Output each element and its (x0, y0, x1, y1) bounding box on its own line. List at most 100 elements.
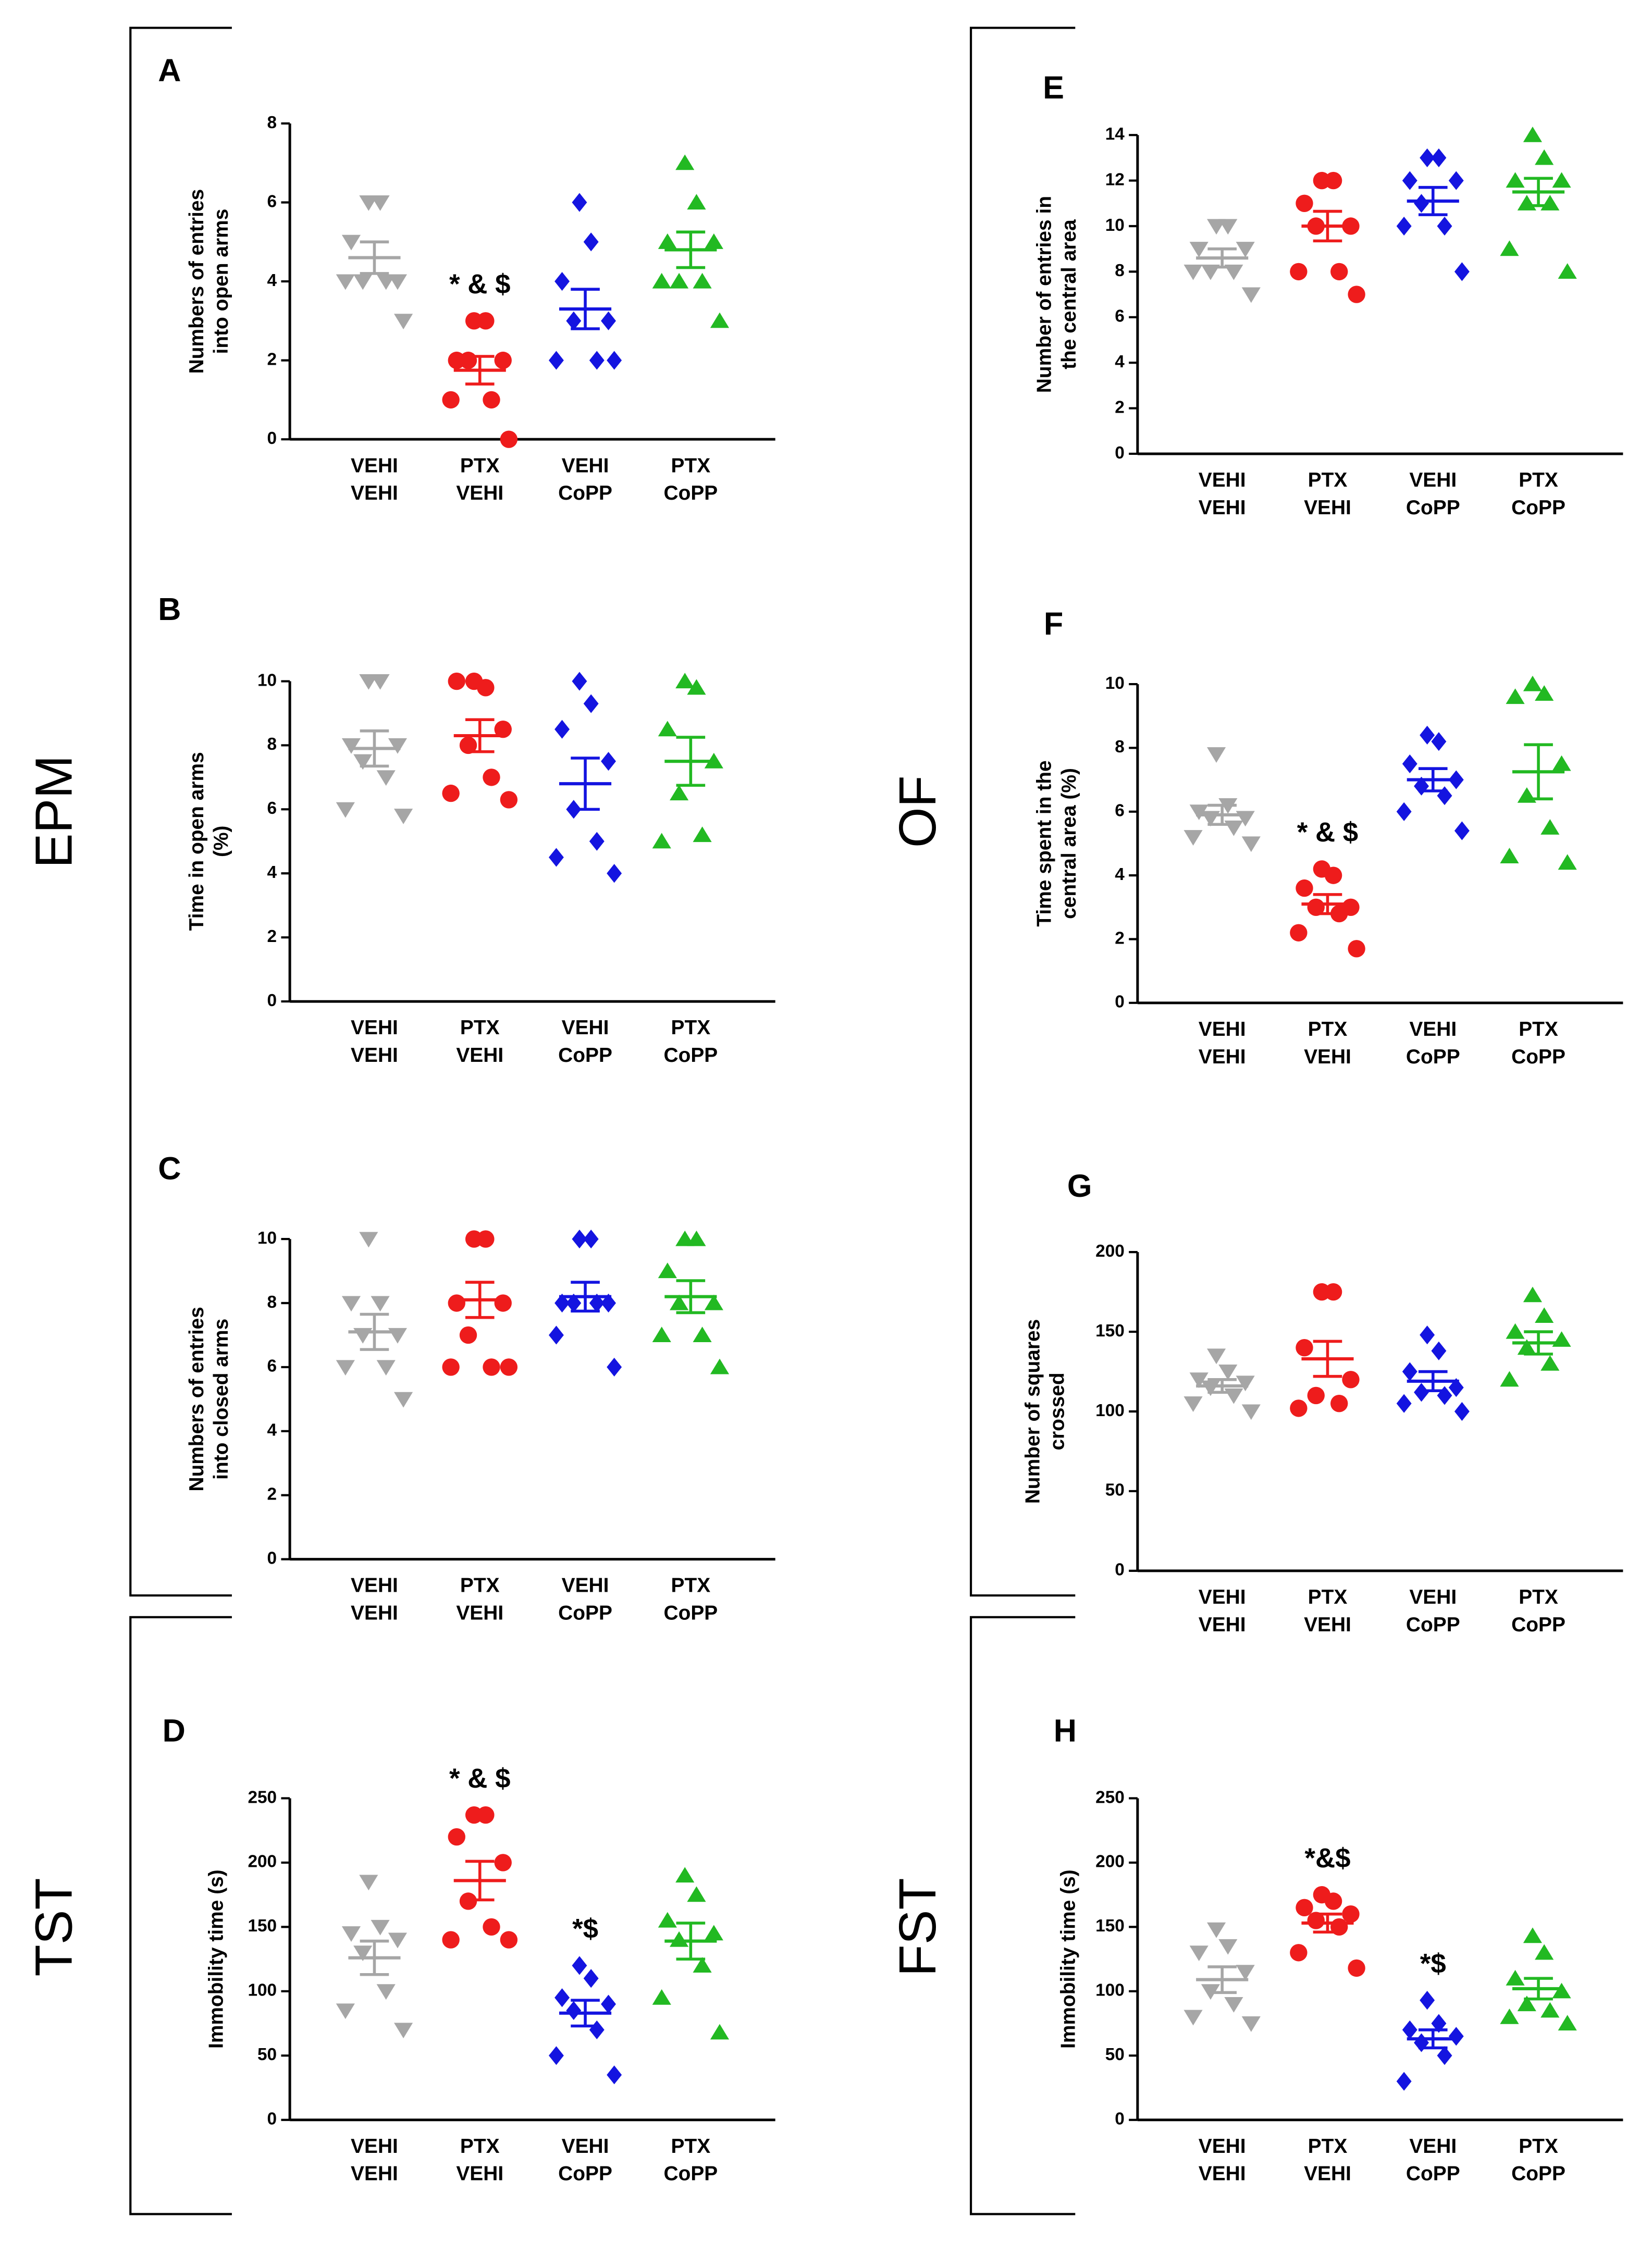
data-point (1348, 286, 1365, 303)
chart: C 0 2 4 6 8 10 Numbers of entries into closed ar… (158, 1151, 775, 1625)
data-point (1224, 1997, 1243, 2013)
data-point (500, 430, 518, 448)
x-tick-label: PTX (671, 2135, 711, 2158)
data-point (1324, 1892, 1342, 1910)
x-tick-label: PTX (1519, 1586, 1558, 1608)
y-axis-label: crossed (1046, 1372, 1069, 1450)
data-point (1183, 264, 1203, 280)
data-point (394, 2023, 413, 2039)
data-point (376, 274, 396, 290)
x-tick-label: VEHI (351, 1017, 398, 1039)
brackets (129, 27, 1076, 2215)
data-point (1206, 1348, 1226, 1365)
y-tick-label: 10 (1105, 674, 1125, 693)
data-point (459, 1326, 477, 1344)
y-tick-label: 100 (1095, 1401, 1125, 1420)
y-axis-label: into open arms (210, 209, 232, 354)
y-tick-label: 0 (267, 1548, 277, 1568)
bracket (969, 27, 1076, 1597)
section-label: OF (889, 775, 947, 848)
data-point (566, 311, 582, 330)
data-point (710, 2024, 730, 2040)
y-axis-label: Immobility time (s) (205, 1869, 227, 2049)
x-tick-label: VEHI (1199, 469, 1246, 491)
data-point (1558, 263, 1577, 279)
data-point (583, 1969, 599, 1988)
data-point (483, 1358, 500, 1376)
x-tick-label: VEHI (1409, 2135, 1457, 2158)
data-point (359, 1232, 378, 1248)
data-point (658, 1262, 677, 1279)
x-tick-label: PTX (1308, 1018, 1348, 1040)
data-point (566, 2001, 582, 2020)
data-point (658, 1912, 677, 1928)
data-point (442, 1358, 460, 1376)
data-point (675, 154, 695, 170)
panel-letter: H (1054, 1713, 1077, 1748)
data-point (1448, 171, 1464, 190)
data-point (1517, 1339, 1536, 1355)
panel-letter: F (1044, 606, 1063, 641)
y-tick-label: 50 (257, 2045, 277, 2064)
x-tick-label: VEHI (1304, 2163, 1351, 2185)
data-point (704, 1925, 723, 1941)
data-point (1330, 1395, 1348, 1412)
data-point (1189, 1372, 1209, 1389)
x-tick-label: PTX (1308, 2135, 1348, 2158)
data-point (675, 673, 695, 689)
data-point (1402, 2020, 1417, 2039)
y-tick-label: 200 (248, 1852, 277, 1872)
data-point (459, 736, 477, 754)
panel-letter: G (1067, 1168, 1092, 1204)
data-point (494, 1294, 512, 1312)
y-tick-label: 8 (1115, 737, 1125, 757)
data-point (336, 274, 355, 290)
data-point (1552, 172, 1571, 188)
annotation: * & $ (449, 1763, 510, 1794)
x-tick-label: PTX (1308, 1586, 1348, 1608)
data-point (1342, 1371, 1360, 1389)
data-point (601, 752, 617, 771)
chart: F 0 2 4 6 8 10 Time spent in the central area (%… (1033, 606, 1623, 1068)
data-point (710, 312, 730, 328)
data-point (1454, 1402, 1470, 1421)
data-point (1241, 836, 1261, 852)
x-tick-label: CoPP (1406, 1046, 1460, 1068)
data-point (1523, 126, 1543, 142)
data-point (1500, 240, 1519, 256)
data-point (376, 770, 396, 786)
data-point (500, 1358, 518, 1376)
data-point (1540, 819, 1560, 835)
data-point (1506, 688, 1525, 704)
data-point (1189, 804, 1209, 821)
data-point (394, 1392, 413, 1408)
y-tick-label: 2 (267, 350, 277, 369)
data-point (494, 351, 512, 369)
data-point (448, 672, 465, 690)
y-axis-label: Numbers of entries (186, 1307, 208, 1492)
data-point (1396, 216, 1412, 236)
data-point (566, 1293, 582, 1313)
data-point (500, 791, 518, 809)
data-point (341, 1296, 361, 1312)
data-point (704, 233, 723, 249)
data-point (1236, 242, 1255, 257)
data-point (1218, 1939, 1238, 1955)
y-tick-label: 4 (1115, 352, 1125, 371)
data-point (1241, 1404, 1261, 1420)
x-tick-label: VEHI (1199, 1614, 1246, 1636)
data-point (459, 351, 477, 369)
data-point (1402, 754, 1417, 774)
y-axis-label: Numbers of entries (186, 189, 208, 374)
data-point (1523, 1927, 1543, 1943)
data-point (376, 1984, 396, 2000)
x-tick-label: VEHI (562, 1575, 609, 1597)
data-point (1330, 263, 1348, 281)
data-point (1454, 821, 1470, 840)
data-point (336, 1360, 355, 1376)
data-point (1500, 848, 1519, 863)
data-point (670, 1294, 689, 1310)
data-point (1348, 940, 1365, 958)
data-point (1517, 195, 1536, 210)
